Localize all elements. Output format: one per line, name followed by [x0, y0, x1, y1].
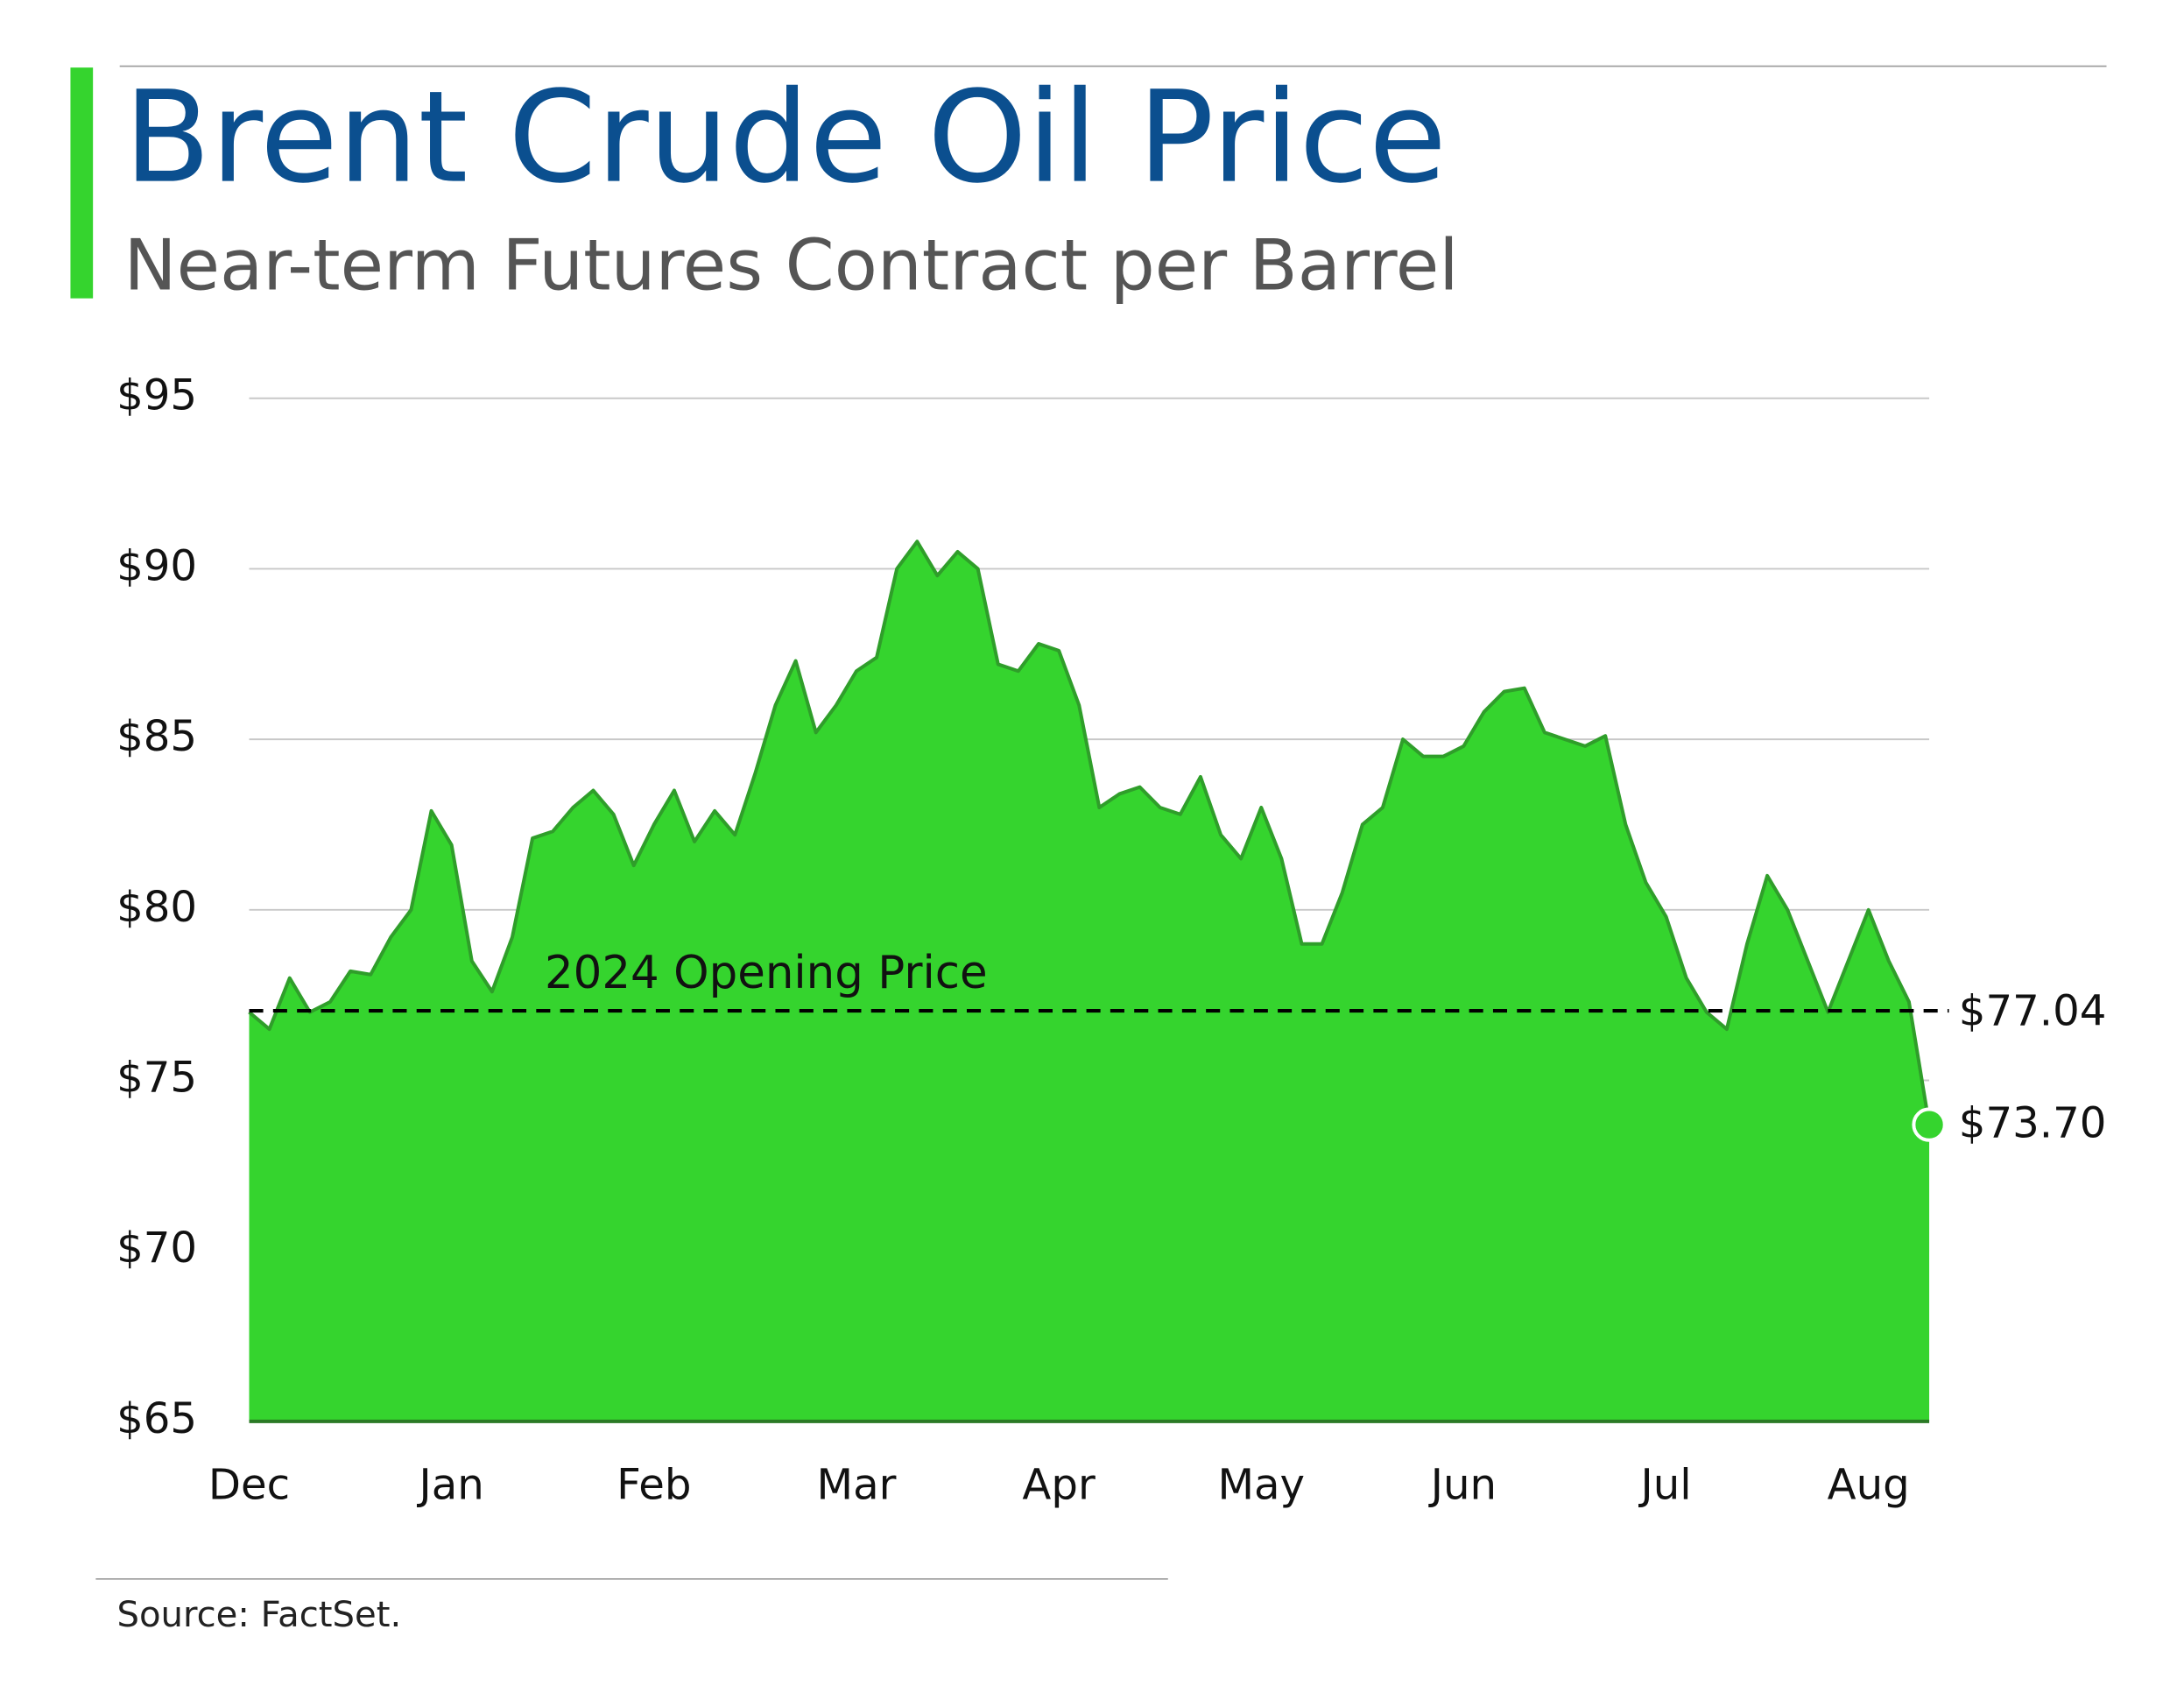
x-tick-label: Mar [817, 1460, 897, 1509]
y-tick-label: $90 [116, 541, 197, 590]
reference-annotation: 2024 Opening Price [545, 947, 988, 999]
area [249, 541, 1930, 1421]
accent-bar [70, 67, 94, 299]
y-tick-label: $65 [116, 1394, 197, 1443]
reference-label: $77.04 [1959, 986, 2107, 1035]
x-tick-label: Jan [417, 1460, 484, 1509]
y-tick-label: $80 [116, 883, 197, 932]
area-line [248, 540, 1932, 1125]
x-tick-label: Jun [1428, 1460, 1497, 1509]
y-tick-label: $85 [116, 712, 197, 761]
x-tick-label: Feb [616, 1460, 691, 1509]
y-tick-label: $95 [116, 371, 197, 420]
x-tick-label: Aug [1828, 1460, 1910, 1509]
data-label: $73.70 [1959, 1099, 2107, 1148]
x-tick-label: Dec [208, 1460, 290, 1509]
x-tick-label: Jul [1638, 1460, 1691, 1509]
end-point [1912, 1107, 1947, 1142]
source-note: Source: FactSet. [116, 1595, 401, 1635]
x-tick-label: May [1217, 1460, 1305, 1509]
x-tick-label: Apr [1022, 1460, 1096, 1509]
chart-title: Brent Crude Oil Price [124, 65, 1447, 212]
y-tick-label: $75 [116, 1053, 197, 1102]
chart-subtitle: Near-term Futures Contract per Barrel [124, 223, 1459, 306]
y-tick-label: $70 [116, 1224, 197, 1273]
